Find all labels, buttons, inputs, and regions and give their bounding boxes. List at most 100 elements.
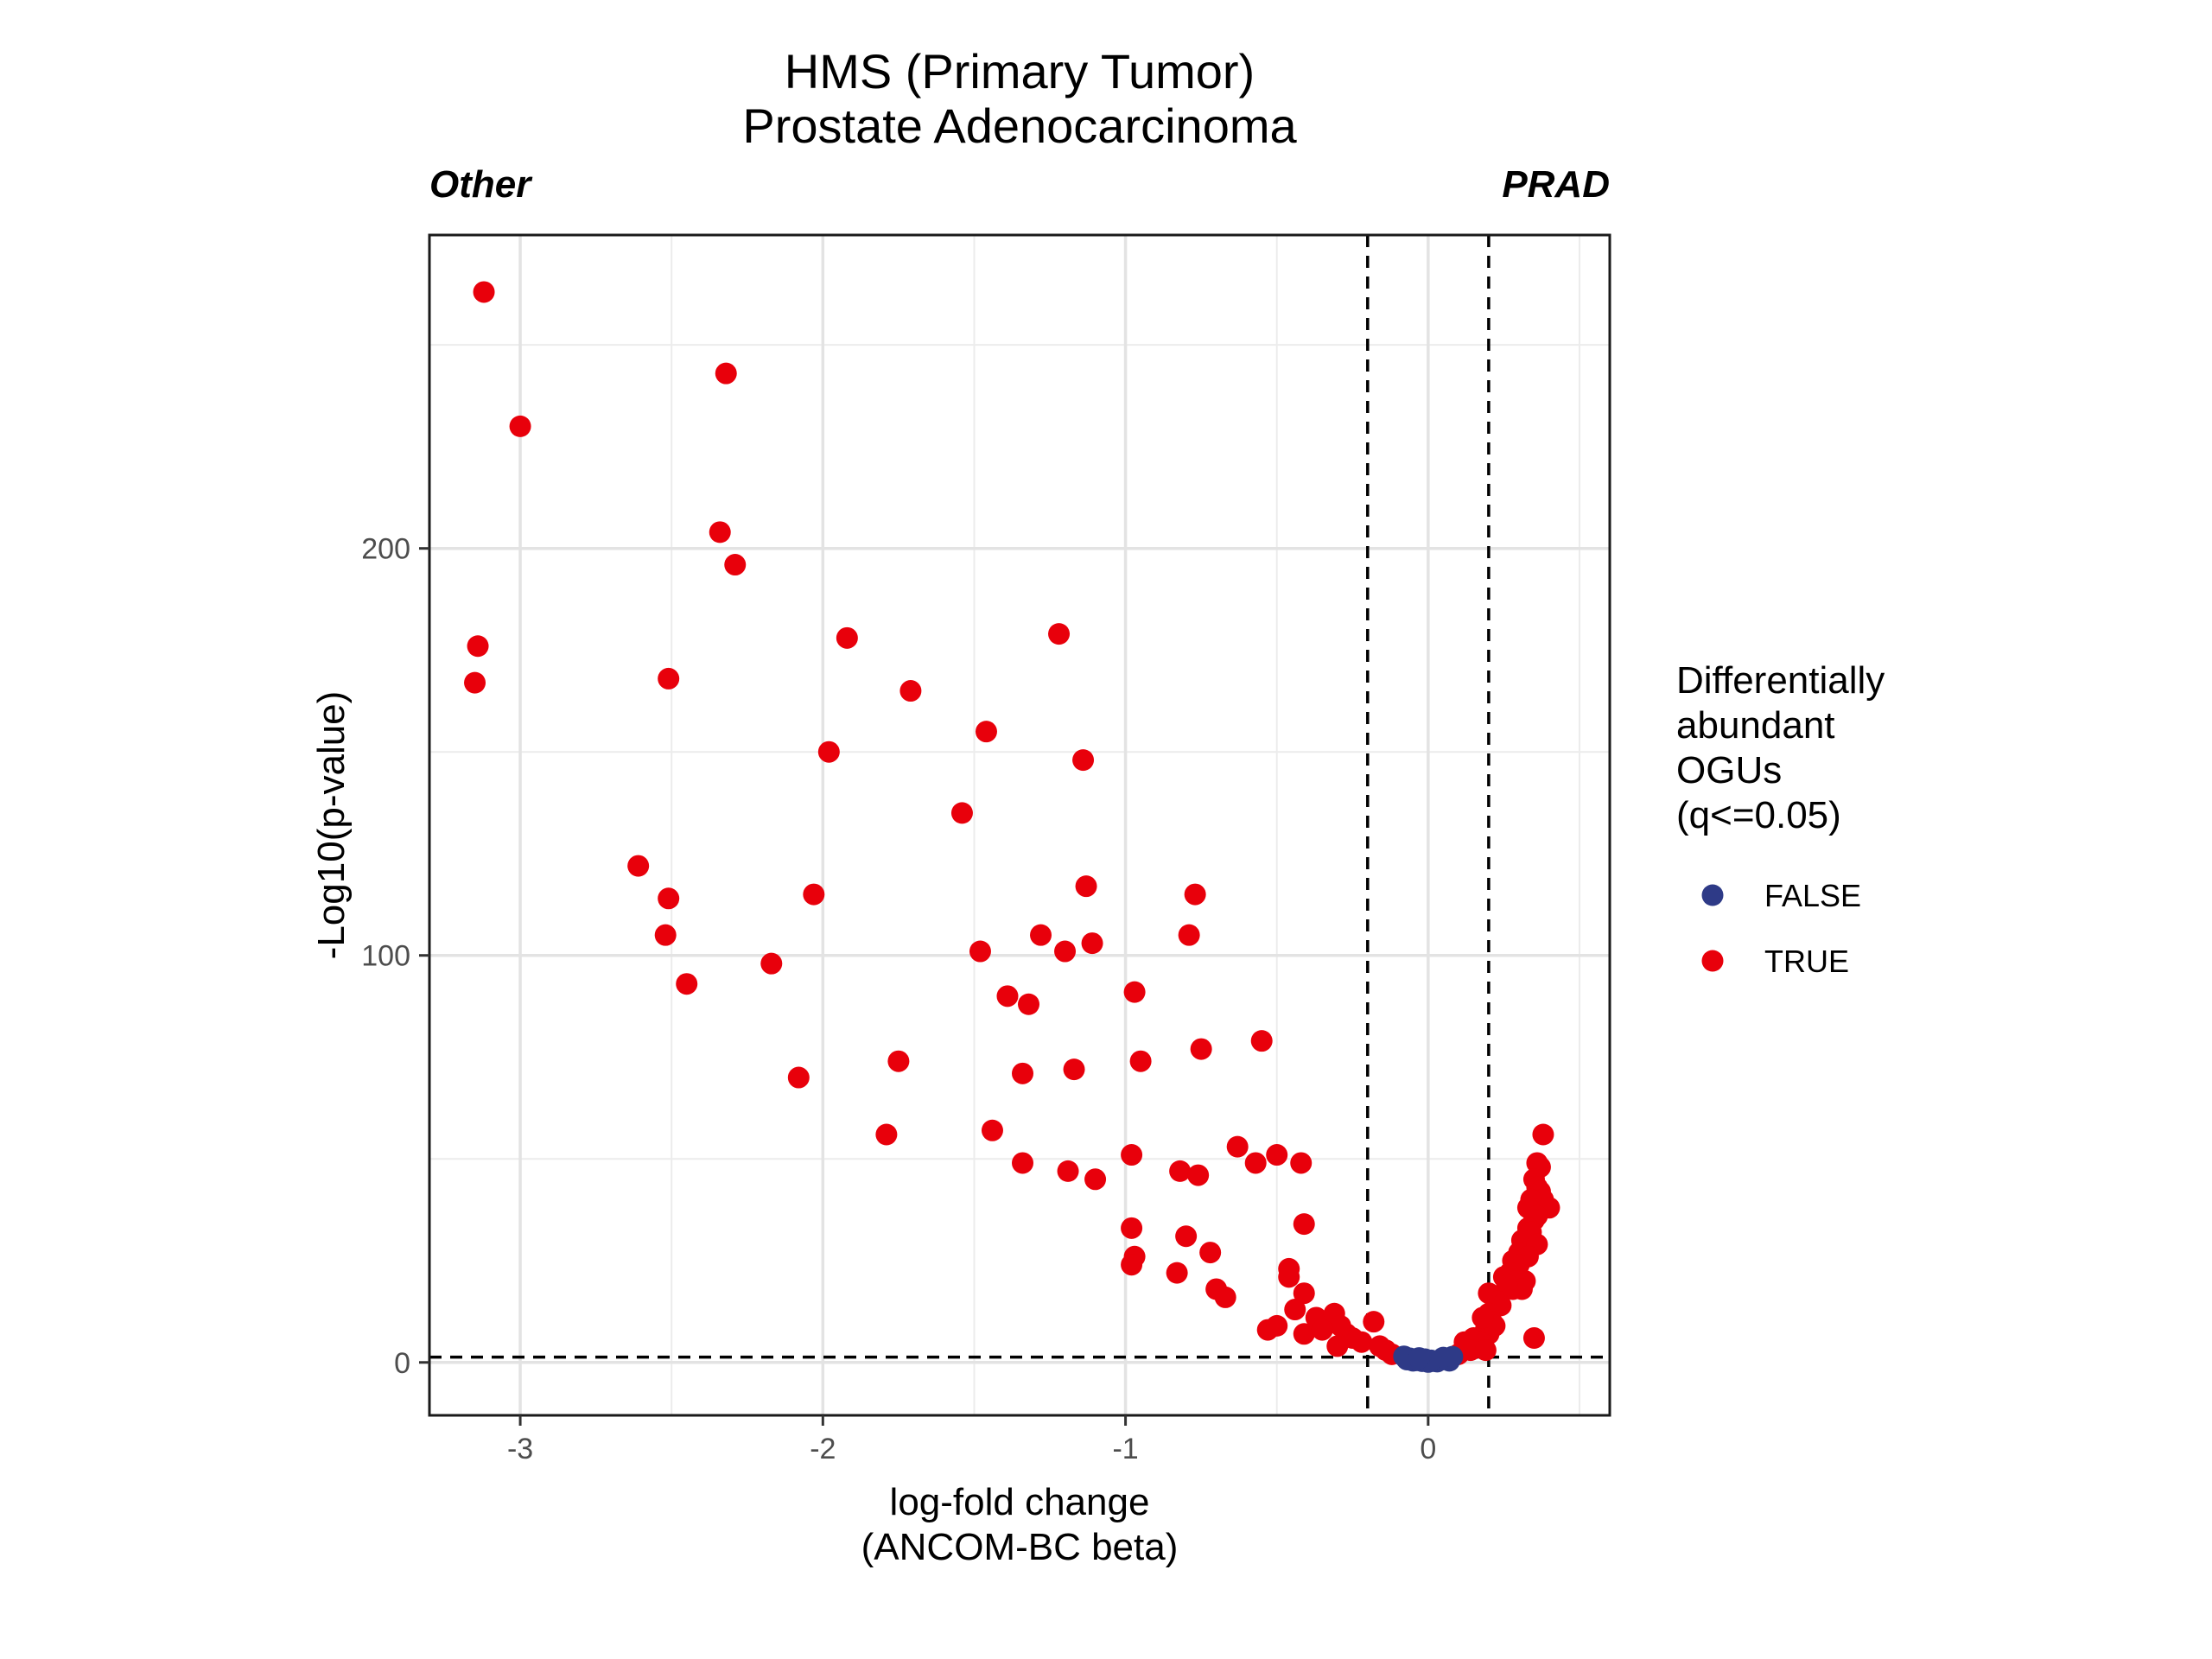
data-point-true: [676, 973, 698, 995]
data-point-true: [1123, 981, 1146, 1003]
data-point-true: [1341, 1327, 1363, 1350]
data-point-true: [899, 680, 922, 702]
data-point-true: [1244, 1152, 1267, 1174]
data-point-true: [724, 554, 747, 576]
data-point-true: [1250, 1030, 1273, 1052]
y-tick-label: 200: [361, 533, 410, 566]
y-tick-label: 0: [394, 1347, 410, 1380]
data-point-true: [467, 635, 489, 658]
chart-title-line: Prostate Adenocarcinoma: [742, 99, 1297, 153]
data-point-true: [1199, 1242, 1222, 1264]
data-point-true: [473, 281, 495, 303]
data-points: [464, 281, 1560, 1373]
data-point-true: [803, 883, 825, 906]
data-point-true: [715, 362, 737, 385]
data-point-true: [1175, 1225, 1198, 1248]
legend-key-true: [1701, 950, 1724, 972]
data-point-true: [1081, 932, 1103, 955]
data-point-true: [1121, 1144, 1143, 1166]
data-point-true: [1474, 1339, 1497, 1362]
data-point-true: [787, 1066, 810, 1089]
y-axis-title: -Log10(p-value): [310, 691, 353, 960]
data-point-true: [1226, 1135, 1249, 1158]
legend-key-false: [1701, 884, 1724, 906]
data-point-true: [1363, 1311, 1385, 1333]
data-point-true: [1057, 1160, 1079, 1182]
x-tick-label: -1: [1112, 1433, 1138, 1465]
data-point-true: [1048, 623, 1071, 645]
group-labels: Other PRAD: [429, 163, 1610, 206]
data-point-true: [1169, 1160, 1192, 1182]
right-group-label: PRAD: [1502, 163, 1610, 206]
data-point-true: [1012, 1152, 1034, 1174]
data-point-true: [760, 952, 783, 975]
data-point-true: [1293, 1282, 1315, 1305]
data-point-true: [1214, 1286, 1236, 1308]
data-point-true: [817, 741, 840, 763]
data-point-true: [658, 887, 680, 910]
x-tick-label: -2: [810, 1433, 836, 1465]
chart-title: HMS (Primary Tumor)Prostate Adenocarcino…: [742, 44, 1297, 153]
data-point-true: [1290, 1152, 1313, 1174]
legend-title-line: OGUs: [1676, 749, 1782, 791]
x-tick-label: -3: [507, 1433, 533, 1465]
x-axis-title: log-fold change: [890, 1481, 1150, 1523]
data-point-true: [996, 985, 1019, 1007]
data-point-false: [1408, 1347, 1430, 1370]
legend-title-line: abundant: [1676, 704, 1835, 747]
data-point-true: [1084, 1168, 1107, 1191]
data-point-true: [875, 1123, 898, 1146]
data-point-true: [654, 924, 677, 946]
legend-label-true: TRUE: [1764, 944, 1849, 979]
data-point-true: [981, 1119, 1003, 1141]
data-point-true: [1266, 1314, 1288, 1337]
data-point-true: [1522, 1327, 1545, 1350]
y-tick-label: 100: [361, 940, 410, 973]
data-point-true: [1187, 1164, 1210, 1186]
data-point-true: [1121, 1254, 1143, 1276]
x-axis-title: (ANCOM-BC beta): [861, 1526, 1179, 1568]
data-point-true: [1184, 883, 1206, 906]
plot-panel-border: [428, 233, 1611, 1417]
data-point-true: [1166, 1262, 1188, 1284]
data-point-true: [836, 626, 858, 649]
left-group-label: Other: [429, 163, 533, 206]
data-point-true: [1293, 1323, 1315, 1345]
data-point-true: [1293, 1213, 1315, 1236]
data-point-true: [1072, 749, 1095, 772]
data-point-true: [627, 855, 650, 877]
data-point-true: [1311, 1319, 1333, 1341]
data-point-true: [950, 802, 973, 824]
data-point-true: [1471, 1306, 1494, 1329]
data-point-true: [509, 415, 531, 437]
data-point-true: [1054, 940, 1077, 963]
data-point-true: [1284, 1299, 1306, 1321]
threshold-lines: [429, 235, 1610, 1415]
data-point-true: [709, 521, 731, 543]
grid: [429, 235, 1610, 1415]
legend-title-line: (q<=0.05): [1676, 794, 1841, 836]
data-point-true: [1129, 1050, 1152, 1072]
data-point-true: [1278, 1266, 1300, 1288]
data-point-true: [1018, 993, 1040, 1015]
data-point-true: [975, 721, 997, 743]
legend-label-false: FALSE: [1764, 878, 1861, 913]
data-point-true: [1369, 1335, 1391, 1357]
data-point-true: [1190, 1038, 1212, 1060]
data-point-true: [1030, 924, 1052, 946]
data-point-true: [1063, 1058, 1085, 1081]
data-point-true: [1012, 1062, 1034, 1084]
x-tick-label: 0: [1420, 1433, 1436, 1465]
data-point-false: [1441, 1345, 1464, 1368]
legend-title-line: Differentially: [1676, 659, 1885, 702]
data-point-true: [1121, 1217, 1143, 1239]
data-point-true: [887, 1050, 910, 1072]
data-point-true: [1075, 875, 1097, 898]
data-point-true: [464, 671, 486, 694]
data-point-true: [1178, 924, 1200, 946]
data-point-true: [1496, 1274, 1518, 1296]
chart-title-line: HMS (Primary Tumor): [785, 44, 1255, 99]
